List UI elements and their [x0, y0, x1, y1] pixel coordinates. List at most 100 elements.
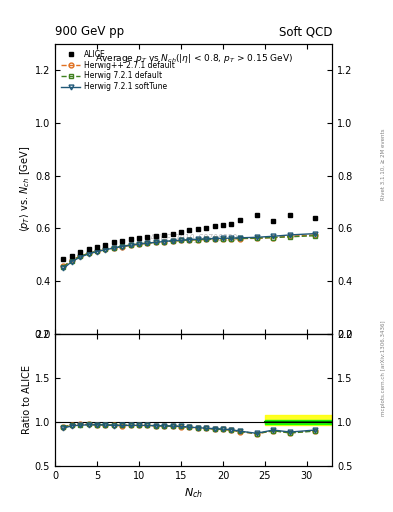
ALICE: [204, 225, 209, 231]
Herwig 7.2.1 softTune: [103, 247, 108, 253]
Herwig 7.2.1 default: [237, 236, 242, 242]
Herwig++ 2.7.1 default: [187, 237, 192, 243]
Herwig 7.2.1 softTune: [237, 235, 242, 241]
Herwig 7.2.1 softTune: [61, 265, 66, 271]
Herwig 7.2.1 default: [254, 235, 259, 241]
Herwig++ 2.7.1 default: [162, 239, 167, 245]
Line: Herwig 7.2.1 softTune: Herwig 7.2.1 softTune: [61, 231, 318, 271]
Herwig 7.2.1 default: [220, 236, 225, 242]
Herwig 7.2.1 default: [204, 237, 209, 243]
Herwig++ 2.7.1 default: [70, 257, 74, 263]
ALICE: [178, 229, 183, 236]
Herwig 7.2.1 default: [120, 243, 125, 249]
Line: Herwig++ 2.7.1 default: Herwig++ 2.7.1 default: [61, 232, 318, 269]
Herwig 7.2.1 softTune: [78, 254, 83, 260]
Herwig++ 2.7.1 default: [195, 237, 200, 243]
Herwig 7.2.1 softTune: [153, 239, 158, 245]
Herwig 7.2.1 softTune: [220, 236, 225, 242]
Text: Average $p_T$ vs $N_{ch}$(|$\eta$| < 0.8, $p_T$ > 0.15 GeV): Average $p_T$ vs $N_{ch}$(|$\eta$| < 0.8…: [95, 52, 292, 65]
Herwig 7.2.1 default: [170, 238, 175, 244]
Herwig 7.2.1 softTune: [86, 251, 91, 257]
Herwig 7.2.1 softTune: [313, 230, 318, 237]
ALICE: [187, 227, 192, 233]
Herwig++ 2.7.1 default: [220, 236, 225, 242]
Herwig 7.2.1 default: [288, 233, 292, 240]
Herwig 7.2.1 default: [229, 236, 234, 242]
Herwig 7.2.1 softTune: [162, 239, 167, 245]
Herwig++ 2.7.1 default: [204, 237, 209, 243]
Legend: ALICE, Herwig++ 2.7.1 default, Herwig 7.2.1 default, Herwig 7.2.1 softTune: ALICE, Herwig++ 2.7.1 default, Herwig 7.…: [59, 47, 177, 94]
Herwig 7.2.1 default: [195, 237, 200, 243]
Herwig++ 2.7.1 default: [95, 248, 99, 254]
Herwig 7.2.1 default: [61, 264, 66, 270]
ALICE: [86, 246, 91, 252]
ALICE: [220, 222, 225, 228]
Herwig++ 2.7.1 default: [237, 236, 242, 242]
Herwig++ 2.7.1 default: [120, 244, 125, 250]
Text: mcplots.cern.ch [arXiv:1306.3436]: mcplots.cern.ch [arXiv:1306.3436]: [381, 321, 386, 416]
Herwig 7.2.1 softTune: [137, 241, 141, 247]
Herwig++ 2.7.1 default: [178, 238, 183, 244]
ALICE: [70, 253, 74, 259]
ALICE: [313, 215, 318, 221]
Herwig 7.2.1 softTune: [170, 238, 175, 244]
Herwig 7.2.1 softTune: [70, 259, 74, 265]
Herwig 7.2.1 softTune: [187, 237, 192, 243]
ALICE: [195, 226, 200, 232]
Herwig 7.2.1 default: [178, 238, 183, 244]
Herwig 7.2.1 softTune: [212, 236, 217, 242]
Herwig++ 2.7.1 default: [61, 263, 66, 269]
Herwig 7.2.1 softTune: [178, 237, 183, 243]
Herwig 7.2.1 softTune: [195, 236, 200, 242]
Herwig 7.2.1 softTune: [145, 240, 150, 246]
ALICE: [229, 221, 234, 227]
Herwig++ 2.7.1 default: [170, 238, 175, 244]
Herwig 7.2.1 softTune: [120, 244, 125, 250]
ALICE: [237, 217, 242, 223]
Herwig 7.2.1 softTune: [271, 233, 275, 239]
Herwig++ 2.7.1 default: [254, 236, 259, 242]
ALICE: [153, 232, 158, 239]
Herwig 7.2.1 default: [137, 241, 141, 247]
ALICE: [145, 234, 150, 240]
Herwig 7.2.1 softTune: [229, 235, 234, 241]
Herwig 7.2.1 default: [187, 237, 192, 243]
ALICE: [78, 249, 83, 255]
Herwig 7.2.1 softTune: [112, 245, 116, 251]
Herwig 7.2.1 default: [70, 258, 74, 264]
Herwig 7.2.1 default: [313, 232, 318, 239]
ALICE: [112, 239, 116, 245]
Y-axis label: $\langle p_T \rangle$ vs. $N_{ch}$ [GeV]: $\langle p_T \rangle$ vs. $N_{ch}$ [GeV]: [18, 145, 32, 232]
Herwig 7.2.1 default: [103, 246, 108, 252]
ALICE: [120, 238, 125, 244]
ALICE: [103, 242, 108, 248]
Herwig++ 2.7.1 default: [288, 233, 292, 239]
Herwig++ 2.7.1 default: [103, 246, 108, 252]
Herwig++ 2.7.1 default: [128, 242, 133, 248]
ALICE: [212, 223, 217, 229]
Herwig++ 2.7.1 default: [78, 253, 83, 259]
X-axis label: $N_{ch}$: $N_{ch}$: [184, 486, 203, 500]
Herwig 7.2.1 softTune: [288, 232, 292, 238]
Herwig++ 2.7.1 default: [153, 239, 158, 245]
Line: ALICE: ALICE: [61, 212, 318, 262]
ALICE: [137, 236, 141, 242]
Herwig 7.2.1 default: [78, 253, 83, 260]
Y-axis label: Ratio to ALICE: Ratio to ALICE: [22, 366, 32, 434]
Herwig++ 2.7.1 default: [112, 245, 116, 251]
Herwig++ 2.7.1 default: [86, 250, 91, 257]
Herwig 7.2.1 softTune: [128, 242, 133, 248]
Herwig 7.2.1 default: [212, 236, 217, 242]
Herwig++ 2.7.1 default: [313, 232, 318, 238]
Herwig 7.2.1 softTune: [254, 234, 259, 240]
ALICE: [170, 230, 175, 237]
Herwig 7.2.1 default: [162, 239, 167, 245]
Herwig 7.2.1 softTune: [204, 236, 209, 242]
Text: Rivet 3.1.10, ≥ 2M events: Rivet 3.1.10, ≥ 2M events: [381, 128, 386, 200]
Herwig 7.2.1 default: [86, 250, 91, 257]
Text: 900 GeV pp: 900 GeV pp: [55, 26, 124, 38]
Herwig++ 2.7.1 default: [271, 234, 275, 241]
ALICE: [61, 257, 66, 263]
Herwig 7.2.1 default: [145, 240, 150, 246]
ALICE: [271, 218, 275, 224]
